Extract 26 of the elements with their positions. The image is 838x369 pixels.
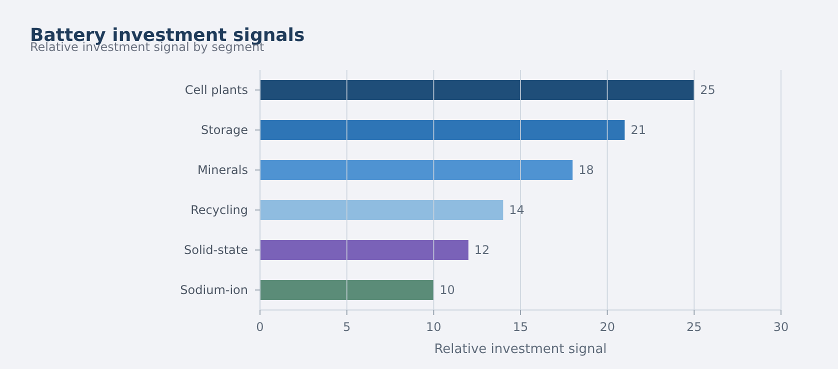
- data-label: 21: [630, 123, 646, 138]
- bar: [260, 80, 694, 100]
- bar: [260, 160, 573, 180]
- x-tick-label: 20: [600, 320, 615, 334]
- bar: [260, 240, 468, 260]
- y-tick-label: Storage: [201, 123, 248, 138]
- data-label: 12: [474, 243, 490, 258]
- bar: [260, 120, 625, 140]
- x-tick-label: 0: [256, 320, 264, 334]
- x-tick-label: 5: [343, 320, 351, 334]
- y-tick-label: Solid-state: [184, 243, 248, 258]
- bar: [260, 200, 504, 220]
- x-tick-label: 10: [426, 320, 442, 334]
- data-label: 18: [578, 163, 594, 178]
- x-tick-label: 25: [686, 320, 702, 334]
- x-axis-title: Relative investment signal: [434, 342, 607, 357]
- y-tick-label: Recycling: [190, 203, 248, 218]
- y-tick-label: Sodium-ion: [180, 283, 248, 298]
- data-label: 25: [700, 83, 716, 98]
- bar: [260, 280, 434, 300]
- x-tick-label: 30: [773, 320, 789, 334]
- data-label: 14: [509, 203, 524, 218]
- data-label: 10: [440, 283, 455, 298]
- y-tick-label: Cell plants: [184, 83, 248, 98]
- x-tick-label: 15: [512, 320, 528, 334]
- y-tick-label: Minerals: [197, 163, 248, 178]
